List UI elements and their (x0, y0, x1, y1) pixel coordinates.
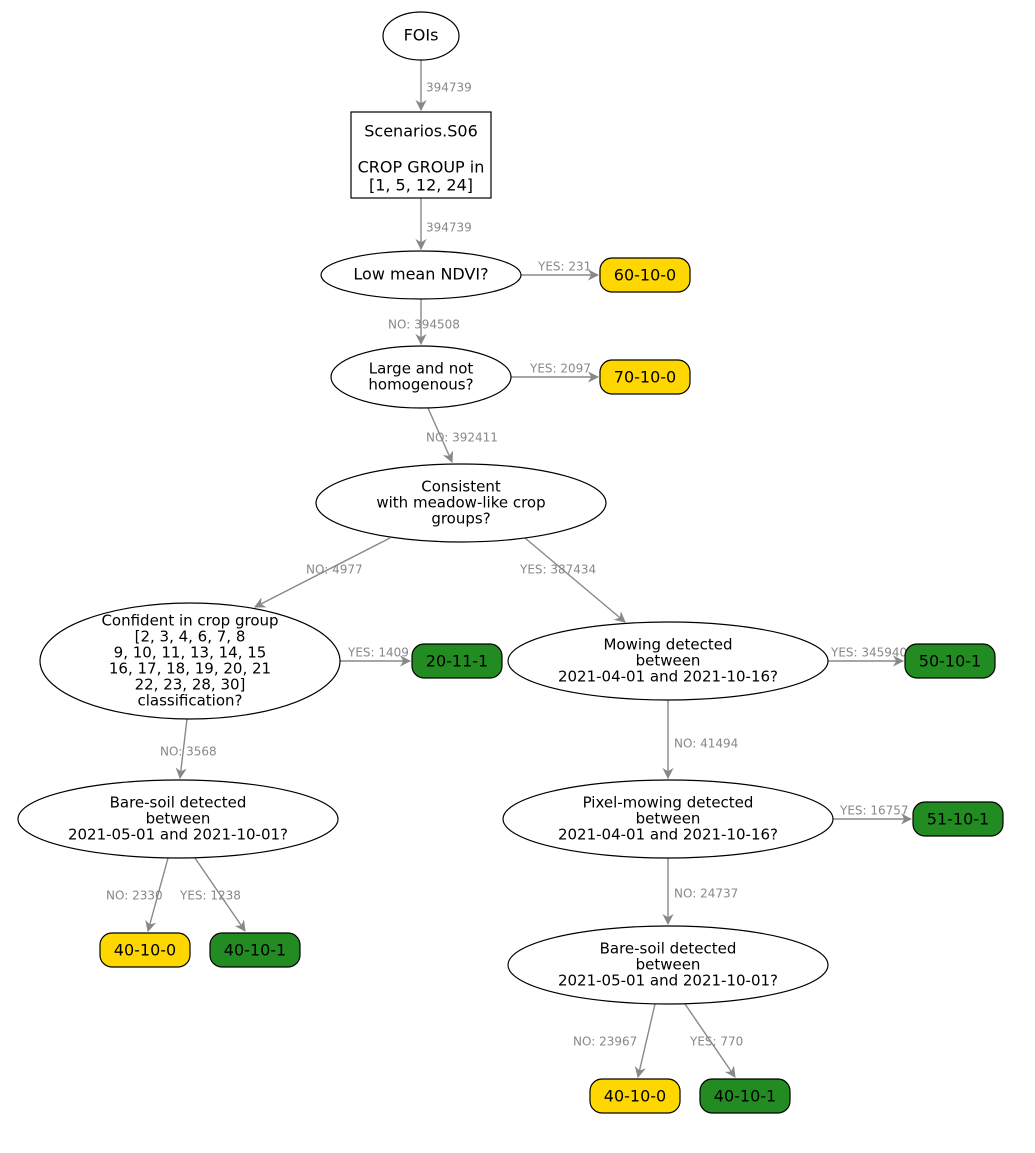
edge-label: YES: 1238 (179, 889, 241, 903)
node-label: classification? (138, 692, 243, 710)
node-label: Scenarios.S06 (364, 122, 478, 141)
node-label: CROP GROUP in (358, 158, 485, 177)
node-baresoil_left: Bare-soil detectedbetween2021-05-01 and … (18, 780, 338, 858)
node-ndvi: Low mean NDVI? (321, 251, 521, 299)
node-label: 2021-05-01 and 2021-10-01? (68, 826, 288, 844)
edge-label: YES: 231 (537, 260, 591, 274)
edge-consistent-mowing (525, 538, 625, 622)
node-label: homogenous? (368, 376, 473, 394)
node-mowing: Mowing detectedbetween2021-04-01 and 202… (508, 622, 828, 700)
edge-label: NO: 41494 (674, 737, 738, 751)
node-label: [1, 5, 12, 24] (369, 176, 473, 195)
node-label: Low mean NDVI? (353, 265, 488, 284)
node-consistent: Consistentwith meadow-like cropgroups? (316, 464, 606, 542)
node-ndvi_leaf: 60-10-0 (600, 258, 690, 292)
node-label: 2021-04-01 and 2021-10-16? (558, 826, 778, 844)
node-scenarios: Scenarios.S06 CROP GROUP in[1, 5, 12, 24] (351, 112, 491, 198)
edge-label: NO: 4977 (306, 563, 363, 577)
node-label: FOIs (404, 26, 439, 45)
node-label: 40-10-0 (114, 941, 176, 960)
node-label: 20-11-1 (426, 652, 488, 671)
edge-label: 394739 (426, 81, 472, 95)
node-bsl_no: 40-10-0 (100, 933, 190, 967)
edge-label: YES: 387434 (519, 563, 596, 577)
node-label: 40-10-1 (224, 941, 286, 960)
edge-label: NO: 394508 (388, 318, 460, 332)
node-bsr_yes: 40-10-1 (700, 1079, 790, 1113)
node-label: 2021-05-01 and 2021-10-01? (558, 972, 778, 990)
node-confident: Confident in crop group[2, 3, 4, 6, 7, 8… (40, 603, 340, 719)
decision-tree-diagram: 394739 394739 YES: 231 NO: 394508 YES: 2097 N… (0, 0, 1035, 1153)
node-bsl_yes: 40-10-1 (210, 933, 300, 967)
edge-label: 394739 (426, 221, 472, 235)
node-label: groups? (431, 510, 490, 528)
node-label: 70-10-0 (614, 368, 676, 387)
node-label: 50-10-1 (919, 652, 981, 671)
edge-baresoil_right-bsr_no (638, 1004, 655, 1077)
node-bsr_no: 40-10-0 (590, 1079, 680, 1113)
node-fois: FOIs (383, 12, 459, 60)
node-confident_leaf: 20-11-1 (412, 644, 502, 678)
edge-label: NO: 23967 (573, 1035, 637, 1049)
node-mowing_leaf: 50-10-1 (905, 644, 995, 678)
node-label: 40-10-1 (714, 1087, 776, 1106)
node-label: 2021-04-01 and 2021-10-16? (558, 668, 778, 686)
node-pixelmow: Pixel-mowing detectedbetween2021-04-01 a… (503, 780, 833, 858)
node-label: 60-10-0 (614, 266, 676, 285)
node-label: 51-10-1 (927, 810, 989, 829)
edge-label: YES: 16757 (839, 804, 909, 818)
node-baresoil_right: Bare-soil detectedbetween2021-05-01 and … (508, 926, 828, 1004)
edge-label: NO: 24737 (674, 887, 738, 901)
edge-label: YES: 2097 (529, 362, 591, 376)
node-large: Large and nothomogenous? (331, 346, 511, 408)
edge-label: NO: 392411 (426, 431, 498, 445)
edge-label: NO: 3568 (160, 745, 217, 759)
edge-label: NO: 2330 (106, 889, 163, 903)
node-label: 40-10-0 (604, 1087, 666, 1106)
edge-label: YES: 345940 (830, 646, 907, 660)
edge-label: YES: 1409 (347, 646, 409, 660)
edge-label: YES: 770 (689, 1035, 743, 1049)
node-pixelmow_leaf: 51-10-1 (913, 802, 1003, 836)
node-large_leaf: 70-10-0 (600, 360, 690, 394)
